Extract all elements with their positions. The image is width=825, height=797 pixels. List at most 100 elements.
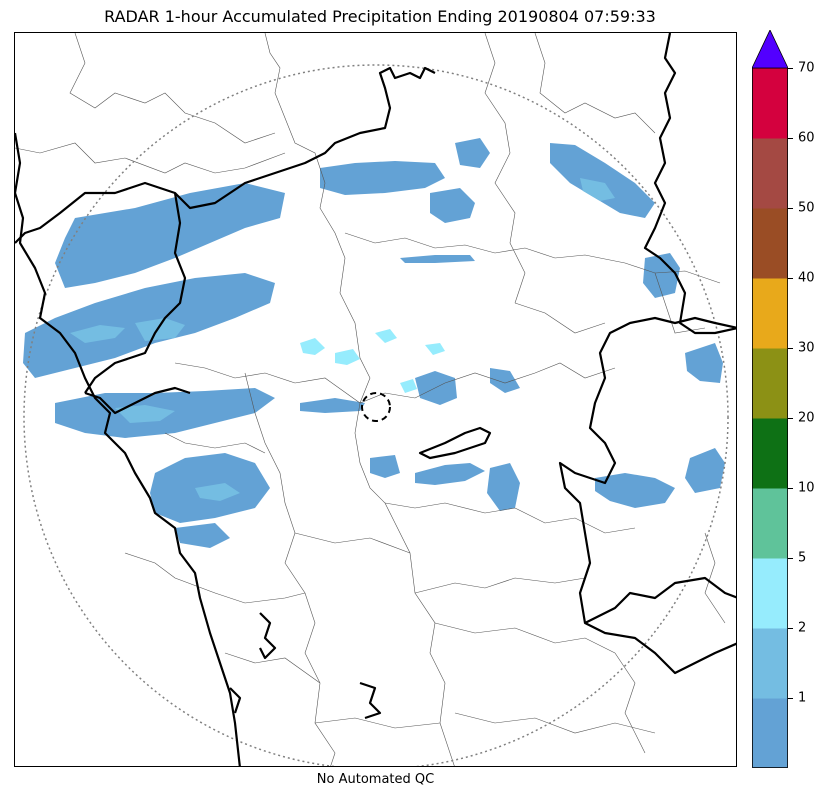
state-fragment [359,681,382,720]
district-line [704,532,726,624]
district-line [434,622,616,654]
district-line [354,402,455,766]
radar-site-marker [361,392,391,422]
district-line [384,502,636,534]
precip-cyan-5 [425,343,445,355]
precip-east-3 [685,448,725,493]
district-line [124,552,216,594]
colorbar-bands [752,67,788,768]
state-border-east [643,33,736,335]
district-line [69,33,276,144]
coastline [15,132,241,766]
precip-north-center [320,161,445,195]
colorbar [752,30,788,768]
precipitation-echoes [23,138,725,548]
colorbar-extend-arrow [752,30,788,69]
precip-core-4 [580,178,615,201]
colorbar-band [752,208,788,279]
precip-center-5 [490,368,520,393]
state-border-west-inner [84,192,187,394]
radar-map [14,32,737,767]
radar-range-ring [23,64,729,766]
state-fragment [229,687,242,714]
precipitation-cyan-cells [300,329,445,393]
district-boundaries [15,33,726,766]
radar-map-canvas [15,33,736,766]
district-line [224,652,321,684]
colorbar-band [752,558,788,629]
state-boundaries [15,33,736,766]
colorbar-tick-mark [788,278,793,279]
colorbar-tick-label: 20 [798,410,815,426]
colorbar-tick-mark [788,208,793,209]
colorbar-tick-mark [788,698,793,699]
precipitation-light-cores [70,178,615,501]
colorbar-tick-mark [788,558,793,559]
district-line [534,33,656,134]
district-line [244,372,336,766]
precip-band-northwest [55,183,285,288]
colorbar-tick-mark [788,628,793,629]
colorbar-tick-label: 70 [798,60,815,76]
district-line [484,33,526,304]
district-line [614,652,646,754]
precip-east-4 [595,473,675,508]
precip-east-1 [643,253,680,298]
district-line [214,592,306,604]
precip-cyan-4 [400,379,417,393]
colorbar-tick-label: 40 [798,270,815,286]
precip-center-4 [415,463,485,485]
precip-north-center-3 [455,138,490,168]
colorbar-tick-label: 30 [798,340,815,356]
precip-cyan-1 [300,338,325,355]
precip-center-1 [415,371,457,405]
district-line [454,712,656,734]
state-border-north [15,66,436,244]
state-border-southeast [558,316,736,675]
colorbar-band [752,628,788,699]
colorbar-band [752,488,788,559]
colorbar-band [752,278,788,349]
district-line [164,432,266,454]
colorbar-tick-mark [788,348,793,349]
colorbar-tick-label: 10 [798,480,815,496]
colorbar-tick-label: 5 [798,550,807,566]
state-enclave [418,426,492,460]
colorbar-band [752,698,788,768]
colorbar-band [752,138,788,209]
colorbar-tick-label: 50 [798,200,815,216]
colorbar-band [752,68,788,139]
district-line [264,33,371,404]
colorbar-tick-mark [788,138,793,139]
district-line [414,577,586,594]
colorbar-tick-mark [788,418,793,419]
qc-footnote: No Automated QC [316,772,435,787]
district-line [15,142,286,174]
state-fragment [259,612,277,660]
colorbar-tick-mark [788,68,793,69]
colorbar-band [752,348,788,419]
precip-east-5 [487,463,520,511]
precip-north-center-2 [430,188,475,223]
precip-core-3 [115,405,175,423]
precip-core-2 [135,318,185,341]
district-line [514,302,606,334]
colorbar-tick-label: 1 [798,690,807,706]
precip-core-1 [70,325,125,343]
precip-center-3 [370,455,400,478]
precip-cyan-2 [335,349,360,365]
district-line [314,717,441,729]
precip-center-2 [300,398,365,413]
precip-east-2 [685,343,723,383]
precip-band-southwest-2 [175,523,230,548]
colorbar-tick-label: 2 [798,620,807,636]
district-line [294,532,411,554]
colorbar-tick-mark [788,488,793,489]
precip-core-5 [195,483,240,501]
precip-center-6 [400,255,475,263]
precip-cyan-3 [375,329,397,343]
state-border-coast-inner [84,386,191,415]
colorbar-band [752,418,788,489]
colorbar-tick-label: 60 [798,130,815,146]
state-border-east-lobe [584,576,736,624]
